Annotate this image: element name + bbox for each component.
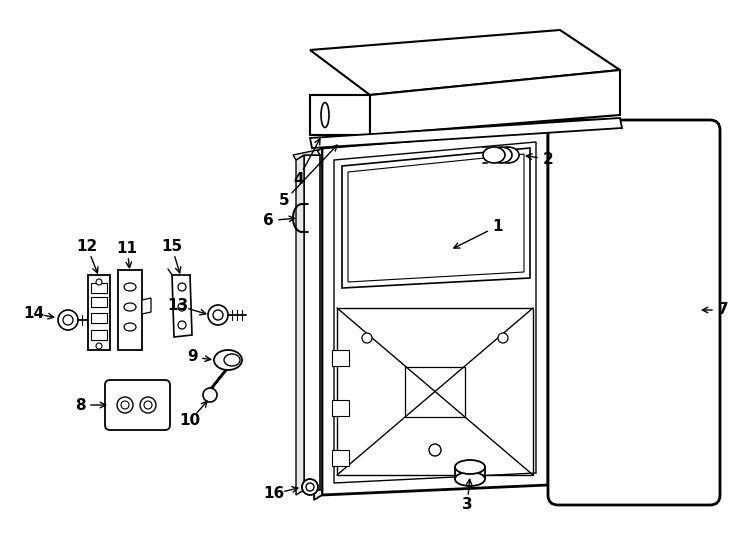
Ellipse shape [214, 350, 242, 370]
Ellipse shape [124, 323, 136, 331]
Text: 6: 6 [263, 213, 273, 228]
Polygon shape [370, 70, 620, 135]
Circle shape [203, 388, 217, 402]
Polygon shape [172, 275, 192, 337]
Circle shape [140, 397, 156, 413]
Circle shape [178, 321, 186, 329]
Ellipse shape [483, 147, 505, 163]
Polygon shape [304, 155, 320, 490]
Circle shape [429, 444, 441, 456]
Text: 13: 13 [168, 298, 189, 313]
Polygon shape [332, 450, 349, 466]
Circle shape [498, 333, 508, 343]
Text: 16: 16 [264, 487, 285, 502]
Polygon shape [314, 148, 322, 500]
Polygon shape [332, 350, 349, 366]
Polygon shape [310, 118, 622, 148]
Circle shape [117, 397, 133, 413]
Text: 10: 10 [179, 414, 200, 429]
Ellipse shape [490, 147, 512, 163]
FancyBboxPatch shape [548, 120, 720, 505]
Polygon shape [293, 150, 320, 160]
Circle shape [178, 283, 186, 291]
Text: 7: 7 [718, 302, 728, 318]
Polygon shape [91, 313, 107, 323]
Ellipse shape [321, 103, 329, 127]
Text: 5: 5 [279, 193, 290, 208]
Text: 14: 14 [23, 306, 45, 321]
Circle shape [58, 310, 78, 330]
Circle shape [121, 401, 129, 409]
Ellipse shape [455, 472, 485, 486]
Polygon shape [310, 95, 370, 135]
Circle shape [302, 479, 318, 495]
Text: 3: 3 [462, 497, 473, 512]
Polygon shape [91, 297, 107, 307]
Text: 15: 15 [161, 239, 182, 254]
Circle shape [96, 343, 102, 349]
Circle shape [96, 279, 102, 285]
Circle shape [63, 315, 73, 325]
Text: 8: 8 [75, 397, 85, 413]
Text: 12: 12 [76, 239, 98, 254]
Polygon shape [322, 130, 548, 495]
Ellipse shape [497, 147, 519, 163]
Ellipse shape [224, 354, 240, 366]
Circle shape [208, 305, 228, 325]
Polygon shape [91, 330, 107, 340]
Polygon shape [332, 400, 349, 416]
Polygon shape [296, 155, 304, 495]
Circle shape [178, 303, 186, 311]
Text: 4: 4 [293, 172, 303, 186]
Polygon shape [322, 122, 553, 148]
Text: 9: 9 [186, 349, 197, 364]
Ellipse shape [124, 283, 136, 291]
Text: 2: 2 [542, 152, 553, 167]
Circle shape [362, 333, 372, 343]
Ellipse shape [455, 460, 485, 474]
Text: 1: 1 [492, 219, 502, 234]
Circle shape [144, 401, 152, 409]
Polygon shape [310, 30, 620, 95]
FancyBboxPatch shape [105, 380, 170, 430]
Polygon shape [118, 270, 142, 350]
Circle shape [213, 310, 223, 320]
Polygon shape [88, 275, 110, 350]
Ellipse shape [124, 303, 136, 311]
Circle shape [306, 483, 314, 491]
Text: 11: 11 [117, 240, 137, 255]
Polygon shape [342, 148, 530, 288]
Polygon shape [91, 283, 107, 293]
Polygon shape [142, 298, 151, 314]
